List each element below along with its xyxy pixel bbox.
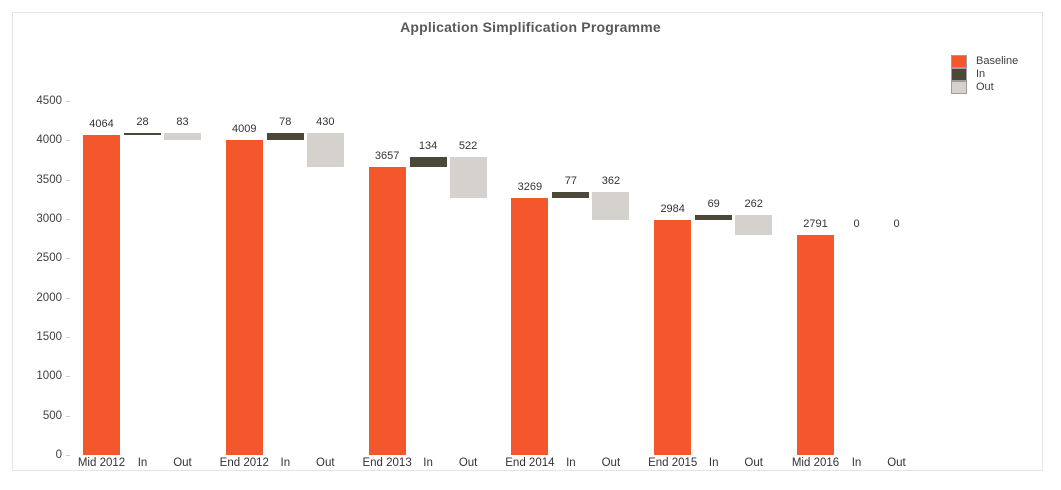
baseline-bar: [654, 220, 692, 455]
legend: Baseline In Out: [951, 55, 1018, 94]
out-value-label: 362: [601, 174, 621, 187]
legend-item-in: In: [951, 67, 1018, 81]
in-bar: [409, 156, 447, 168]
legend-swatch-out-icon: [951, 80, 967, 94]
baseline-value-label: 4009: [232, 122, 257, 135]
x-axis-label: Out: [316, 457, 335, 469]
y-axis-tick-label: 3500: [36, 173, 62, 186]
baseline-value-label: 2791: [803, 218, 828, 231]
in-value-label: 69: [707, 197, 720, 210]
baseline-bar: [83, 135, 120, 455]
out-value-label: 0: [893, 218, 900, 231]
baseline-bar: [225, 139, 263, 455]
y-axis-tick-label: 1000: [36, 370, 62, 383]
x-axis-label: End 2014: [505, 457, 555, 469]
baseline-value-label: 2984: [660, 203, 685, 216]
y-axis-tick-label: 4000: [36, 134, 62, 147]
y-axis-tick-mark: [66, 179, 70, 181]
in-bar: [124, 133, 161, 136]
y-axis-tick-label: 2500: [36, 252, 62, 265]
out-value-label: 83: [176, 116, 189, 129]
y-axis-tick-label: 0: [55, 449, 62, 461]
y-axis-tick-mark: [66, 101, 70, 102]
legend-swatch-in-icon: [951, 67, 967, 81]
in-value-label: 28: [136, 116, 149, 129]
out-bar: [306, 133, 344, 168]
x-axis-label: Out: [601, 457, 621, 469]
baseline-bar: [511, 197, 549, 455]
baseline-value-label: 3657: [374, 150, 400, 163]
in-bar: [266, 133, 304, 140]
in-bar: [695, 214, 733, 221]
y-axis-tick-mark: [66, 297, 70, 299]
legend-label-in: In: [976, 68, 986, 80]
x-axis-label: Out: [744, 457, 763, 469]
x-axis-label: End 2015: [648, 457, 698, 469]
y-axis-tick-label: 4500: [36, 95, 62, 107]
y-axis-tick-label: 500: [42, 409, 62, 422]
x-axis-label: Out: [173, 457, 192, 469]
x-axis-label: Mid 2016: [791, 457, 840, 469]
x-axis-label: Out: [887, 457, 906, 469]
y-axis-tick-mark: [66, 140, 70, 142]
baseline-value-label: 3269: [517, 180, 543, 193]
x-axis-label: In: [566, 457, 576, 469]
legend-item-out: Out: [951, 80, 1018, 94]
y-axis-tick-label: 3000: [36, 213, 62, 225]
y-axis-tick-mark: [66, 455, 70, 456]
chart-title: Application Simplification Programme: [400, 19, 661, 35]
in-value-label: 78: [279, 116, 292, 129]
out-bar: [449, 156, 487, 198]
in-value-label: 134: [418, 139, 438, 152]
y-axis-tick-label: 1500: [36, 331, 62, 343]
y-axis-tick-mark: [66, 337, 70, 338]
y-axis-tick-label: 2000: [36, 291, 62, 304]
baseline-bar: [797, 235, 834, 455]
x-axis-label: In: [708, 457, 719, 469]
out-bar: [735, 214, 773, 236]
in-bar: [552, 191, 590, 198]
legend-label-out: Out: [976, 81, 994, 93]
x-axis-label: In: [851, 457, 862, 469]
x-axis-label: Out: [458, 457, 478, 469]
baseline-value-label: 4064: [89, 118, 114, 131]
legend-label-baseline: Baseline: [976, 55, 1019, 67]
y-axis-tick-mark: [66, 258, 70, 260]
out-value-label: 430: [316, 116, 335, 129]
x-axis-label: In: [137, 457, 148, 469]
y-axis-tick-mark: [66, 376, 70, 378]
in-value-label: 0: [853, 218, 860, 231]
y-axis-tick-mark: [66, 415, 70, 417]
x-axis-label: End 2013: [362, 457, 412, 469]
in-value-label: 77: [564, 174, 578, 187]
y-axis-tick-mark: [66, 219, 70, 220]
out-value-label: 522: [458, 139, 478, 152]
x-axis-label: End 2012: [219, 457, 269, 469]
out-bar: [592, 191, 630, 221]
baseline-bar: [368, 167, 406, 455]
out-bar: [164, 133, 201, 140]
x-axis-label: In: [280, 457, 291, 469]
x-axis-label: Mid 2012: [77, 457, 126, 469]
out-value-label: 262: [744, 197, 763, 210]
x-axis-label: In: [423, 457, 433, 469]
